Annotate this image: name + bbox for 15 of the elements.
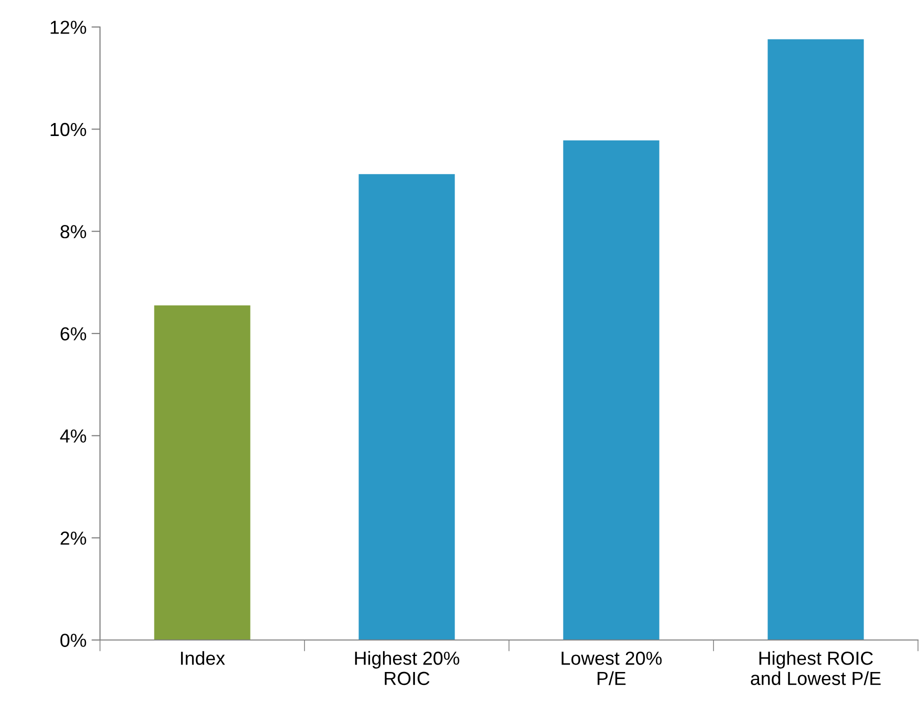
x-tick-label: Highest 20% ROIC bbox=[355, 651, 460, 686]
y-tick-label: 12% bbox=[50, 20, 86, 34]
y-tick-label: 4% bbox=[60, 429, 86, 443]
bar bbox=[563, 140, 660, 640]
bar bbox=[154, 305, 250, 640]
bar bbox=[358, 174, 455, 640]
x-tick-label: Index bbox=[181, 651, 225, 665]
y-tick-label: 2% bbox=[60, 532, 86, 545]
x-tick-label: Highest ROIC and Lowest P/E bbox=[750, 651, 881, 686]
bar bbox=[768, 39, 864, 640]
y-tick-label: 10% bbox=[50, 122, 86, 136]
y-tick-label: 0% bbox=[60, 634, 86, 647]
y-tick-label: 8% bbox=[60, 225, 86, 238]
x-tick-label: Lowest 20% P/E bbox=[562, 652, 662, 686]
y-tick-label: 6% bbox=[60, 327, 86, 340]
